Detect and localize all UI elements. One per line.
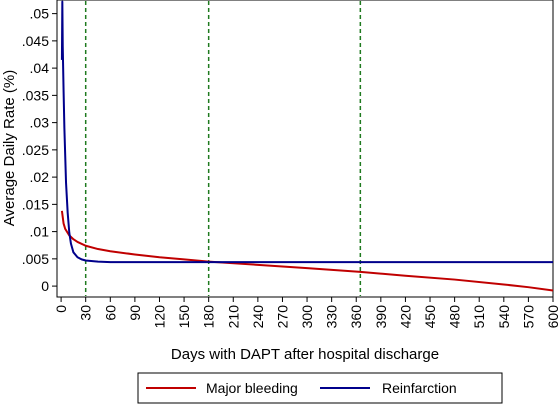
- x-axis-title: Days with DAPT after hospital discharge: [171, 346, 439, 363]
- y-tick-label: .005: [22, 251, 49, 267]
- legend-label-reinfarction: Reinfarction: [382, 380, 457, 396]
- y-tick-label: .045: [22, 33, 49, 49]
- x-tick-label: 210: [225, 305, 241, 329]
- series-lines: [60, 0, 554, 292]
- y-tick-label: .03: [30, 115, 50, 131]
- y-tick-label: .02: [30, 169, 50, 185]
- y-tick-label: .05: [30, 6, 50, 22]
- x-tick-label: 240: [250, 305, 266, 329]
- x-tick-label: 360: [348, 305, 364, 329]
- x-tick-label: 450: [422, 305, 438, 329]
- x-tick-label: 330: [324, 305, 340, 329]
- x-tick-label: 390: [373, 305, 389, 329]
- y-axis-title: Average Daily Rate (%): [1, 70, 18, 226]
- plot-area: [56, 0, 554, 298]
- reference-lines: [84, 1, 362, 296]
- x-tick-label: 270: [274, 305, 290, 329]
- y-axis: 0 .005 .01 .015 .02 .025 .03 .035 .04 .045 .05: [22, 6, 57, 294]
- x-tick-label: 0: [53, 305, 69, 313]
- legend-label-major-bleeding: Major bleeding: [206, 380, 298, 396]
- y-tick-label: .035: [22, 87, 49, 103]
- x-tick-label: 60: [102, 305, 118, 321]
- y-tick-label: .025: [22, 142, 49, 158]
- x-tick-label: 600: [545, 305, 560, 329]
- x-axis: 0 30 60 90 120 150 180 210 240 270 300 330 360 390 420…: [53, 297, 560, 328]
- x-tick-label: 510: [471, 305, 487, 329]
- x-tick-label: 420: [397, 305, 413, 329]
- x-tick-label: 90: [127, 305, 143, 321]
- series-line-reinfarction: [60, 0, 553, 264]
- legend-box: [137, 372, 503, 404]
- x-tick-label: 570: [520, 305, 536, 329]
- x-tick-label: 480: [447, 305, 463, 329]
- y-tick-label: .015: [22, 196, 49, 212]
- y-tick-label: 0: [41, 278, 49, 294]
- legend: Major bleeding Reinfarction: [137, 372, 503, 404]
- x-tick-label: 540: [496, 305, 512, 329]
- y-tick-label: .04: [30, 60, 50, 76]
- x-tick-label: 300: [299, 305, 315, 329]
- y-tick-label: .01: [30, 224, 50, 240]
- x-tick-label: 120: [151, 305, 167, 329]
- x-tick-label: 180: [201, 305, 217, 329]
- x-tick-label: 30: [78, 305, 94, 321]
- x-tick-label: 150: [176, 305, 192, 329]
